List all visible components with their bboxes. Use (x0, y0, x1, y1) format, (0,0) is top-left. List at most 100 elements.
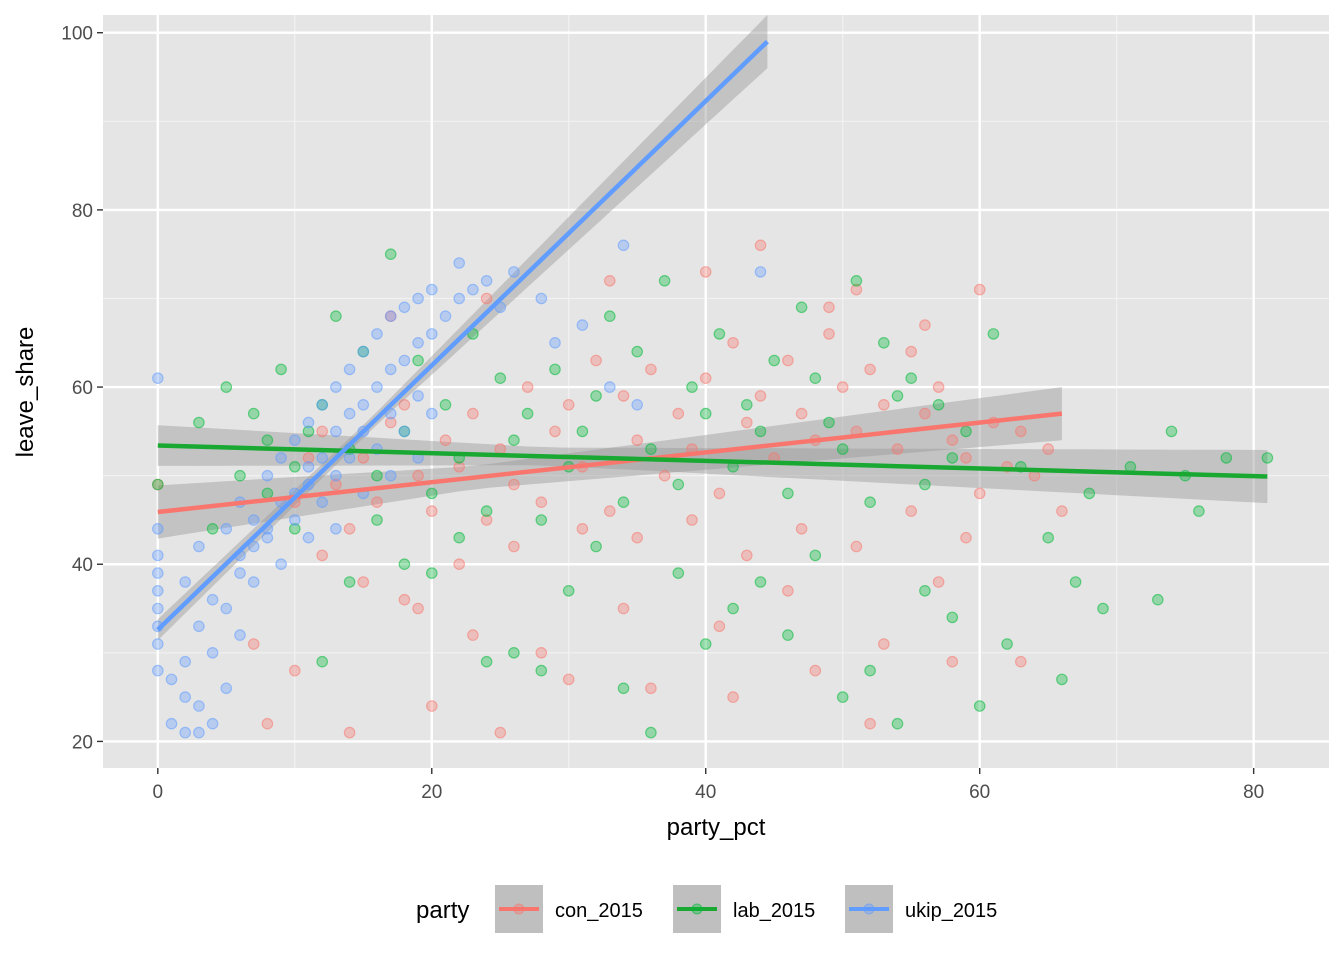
data-point-lab_2015 (699, 407, 712, 420)
data-point-lab_2015 (603, 310, 616, 322)
data-point-con_2015 (535, 646, 548, 659)
y-tick-label: 40 (72, 555, 93, 576)
data-point-lab_2015 (261, 487, 274, 500)
data-point-con_2015 (480, 514, 493, 526)
data-point-con_2015 (932, 381, 945, 393)
data-point-lab_2015 (864, 496, 876, 508)
data-point-ukip_2015 (508, 266, 520, 278)
x-tick-label: 80 (1243, 782, 1264, 803)
data-point-con_2015 (302, 452, 315, 464)
data-point-ukip_2015 (220, 682, 233, 695)
data-point-con_2015 (384, 416, 397, 429)
data-point-ukip_2015 (330, 522, 342, 535)
grid-minor (103, 15, 1329, 768)
data-point-con_2015 (877, 638, 890, 650)
trend-line-con_2015 (157, 411, 1063, 515)
data-point-con_2015 (494, 443, 507, 455)
data-point-ukip_2015 (152, 638, 164, 650)
data-point-con_2015 (782, 354, 794, 367)
data-point-ukip_2015 (371, 381, 383, 393)
data-point-lab_2015 (877, 336, 890, 349)
data-point-con_2015 (809, 664, 822, 677)
data-point-con_2015 (357, 452, 370, 464)
data-point-lab_2015 (288, 522, 301, 535)
data-point-lab_2015 (672, 478, 685, 491)
data-point-con_2015 (823, 328, 835, 340)
data-point-ukip_2015 (193, 700, 205, 712)
data-point-con_2015 (343, 726, 356, 739)
data-point-con_2015 (261, 717, 274, 730)
data-point-con_2015 (740, 416, 753, 429)
data-point-lab_2015 (672, 567, 685, 579)
data-point-lab_2015 (919, 478, 931, 491)
data-point-ukip_2015 (398, 354, 411, 367)
data-point-lab_2015 (768, 354, 780, 367)
trend-line-ukip_2015 (156, 39, 769, 632)
data-point-ukip_2015 (754, 266, 767, 278)
data-point-ukip_2015 (179, 691, 191, 703)
y-tick-label: 60 (72, 378, 93, 399)
data-point-ukip_2015 (316, 452, 328, 464)
data-point-con_2015 (699, 372, 712, 384)
data-point-lab_2015 (631, 345, 643, 358)
data-point-con_2015 (754, 239, 767, 252)
data-point-ukip_2015 (206, 593, 219, 606)
data-point-ukip_2015 (152, 549, 164, 562)
data-point-ukip_2015 (247, 576, 260, 588)
data-point-con_2015 (919, 407, 931, 420)
data-point-ukip_2015 (425, 407, 438, 420)
data-point-con_2015 (617, 390, 630, 402)
x-tick-label: 40 (695, 782, 716, 803)
data-point-con_2015 (727, 336, 739, 349)
data-point-ukip_2015 (220, 522, 233, 535)
data-point-lab_2015 (425, 487, 438, 500)
data-point-con_2015 (919, 319, 931, 331)
data-point-con_2015 (823, 301, 835, 314)
data-point-con_2015 (836, 381, 849, 393)
data-point-lab_2015 (343, 576, 356, 588)
data-point-ukip_2015 (193, 540, 205, 553)
data-point-lab_2015 (836, 443, 849, 455)
data-point-con_2015 (864, 363, 876, 376)
data-point-ukip_2015 (343, 407, 356, 420)
data-point-con_2015 (713, 487, 726, 500)
data-point-lab_2015 (261, 434, 274, 446)
data-point-ukip_2015 (384, 310, 397, 322)
panel-background (103, 15, 1329, 768)
x-tick-label: 20 (421, 782, 442, 803)
data-point-con_2015 (960, 452, 972, 464)
legend-label-lab_2015: lab_2015 (733, 900, 815, 922)
data-point-ukip_2015 (152, 584, 164, 597)
data-point-lab_2015 (494, 372, 507, 384)
data-point-con_2015 (412, 469, 424, 482)
data-point-ukip_2015 (549, 336, 561, 349)
data-point-lab_2015 (330, 310, 342, 322)
legend: party con_2015 lab_2015 ukip_2015 (416, 885, 997, 933)
data-point-ukip_2015 (316, 398, 328, 411)
data-point-lab_2015 (439, 398, 452, 411)
data-point-lab_2015 (206, 522, 219, 535)
data-point-con_2015 (782, 584, 794, 597)
x-tick-label: 0 (153, 782, 164, 803)
data-point-ukip_2015 (384, 407, 397, 420)
trend-lines (156, 39, 1268, 632)
data-point-lab_2015 (1261, 452, 1274, 464)
data-point-lab_2015 (836, 691, 849, 703)
data-point-ukip_2015 (467, 283, 479, 296)
data-point-ukip_2015 (193, 620, 205, 633)
data-point-ukip_2015 (152, 522, 164, 535)
data-point-lab_2015 (686, 381, 698, 393)
data-point-ukip_2015 (412, 390, 424, 402)
data-point-lab_2015 (932, 398, 945, 411)
data-point-con_2015 (371, 496, 383, 508)
data-point-lab_2015 (1069, 576, 1082, 588)
data-point-ukip_2015 (288, 434, 301, 446)
data-point-lab_2015 (946, 452, 959, 464)
data-point-lab_2015 (193, 416, 205, 429)
data-point-con_2015 (521, 381, 534, 393)
data-point-lab_2015 (809, 549, 822, 562)
data-point-ukip_2015 (357, 398, 370, 411)
data-point-con_2015 (603, 505, 616, 517)
